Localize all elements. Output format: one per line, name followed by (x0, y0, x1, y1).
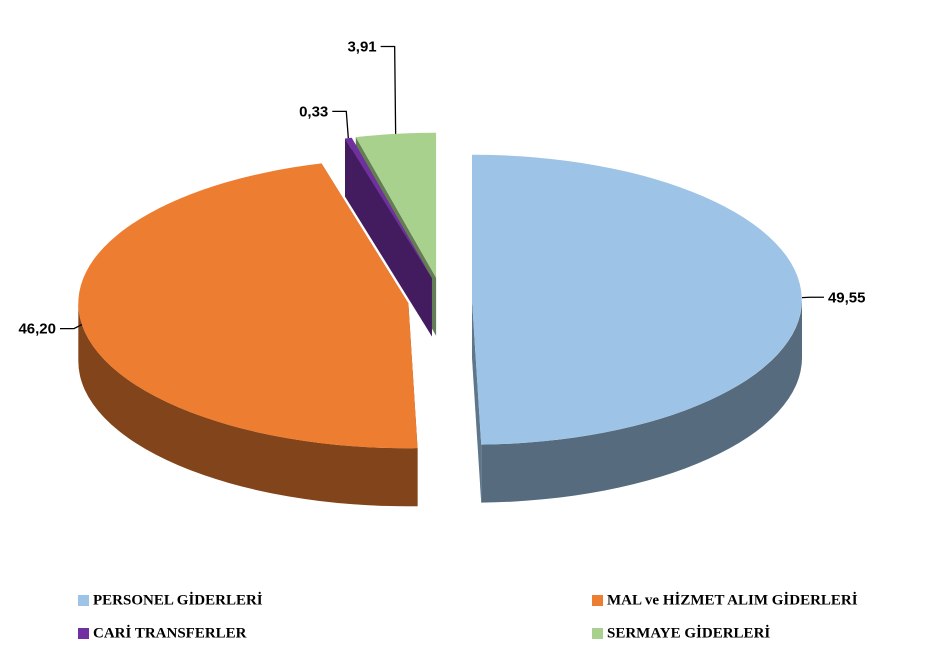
legend-swatch (78, 595, 89, 606)
slice-side (78, 303, 418, 507)
slice-shade (472, 299, 482, 503)
slice-top (355, 132, 437, 278)
legend-swatch (78, 628, 89, 639)
leader-line (380, 45, 397, 134)
slice (472, 154, 802, 503)
leader-line (332, 110, 349, 139)
slice-top (345, 137, 432, 279)
legend-label: PERSONEL GİDERLERİ (93, 591, 263, 608)
slice-top (472, 154, 802, 445)
slice-side (481, 299, 802, 503)
data-label: 49,55 (828, 289, 866, 306)
legend-swatch (592, 595, 603, 606)
slice-shade (481, 299, 802, 503)
leader-line (60, 323, 83, 330)
data-label: 46,20 (18, 321, 56, 338)
data-label: 0,33 (299, 103, 328, 120)
slice-shade (351, 137, 432, 337)
slice-shade (78, 303, 418, 507)
legend-label: SERMAYE GİDERLERİ (607, 624, 770, 641)
slice (345, 137, 432, 337)
legend-label: CARİ TRANSFERLER (93, 624, 247, 641)
legend-label: MAL ve HİZMET ALIM GİDERLERİ (607, 591, 858, 608)
slice-top (78, 163, 418, 449)
legend-swatch (592, 628, 603, 639)
slice-side (472, 299, 482, 503)
slice (78, 163, 418, 507)
data-label: 3,91 (347, 38, 376, 55)
slice-side (351, 137, 432, 337)
